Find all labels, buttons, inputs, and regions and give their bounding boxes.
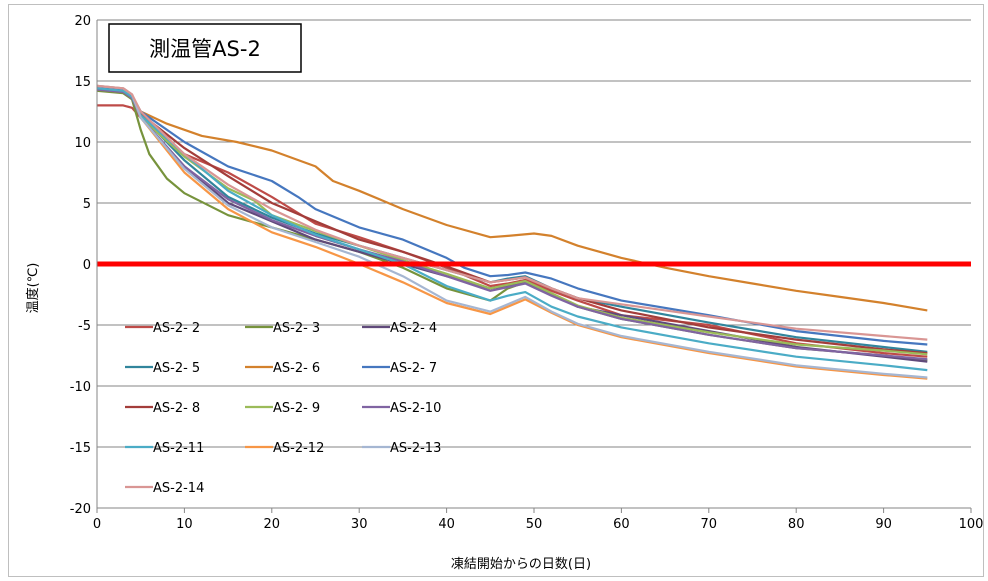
x-tick-label: 100 (959, 517, 984, 532)
series-line-AS-2-6 (96, 86, 928, 312)
x-tick-label: 70 (701, 517, 718, 532)
x-tick-label: 30 (351, 517, 368, 532)
series-line-AS-2-2 (97, 104, 928, 358)
legend-label: AS-2- 6 (273, 361, 320, 376)
y-tick-label: -10 (70, 380, 91, 395)
series-line-AS-2-10 (96, 88, 928, 361)
y-tick-label: -15 (70, 441, 91, 456)
legend-label: AS-2- 8 (153, 401, 200, 416)
series-line-AS-2-7 (96, 86, 928, 346)
series-line-AS-2-5 (96, 87, 928, 353)
y-tick-label: -5 (78, 319, 91, 334)
x-tick-label: 10 (176, 517, 193, 532)
x-tick-label: 60 (613, 517, 630, 532)
legend: AS-2- 2 AS-2- 3 AS-2- 4 AS-2- 5 AS-2- 6 AS-2-… (125, 321, 441, 496)
series-line-AS-2-4 (96, 88, 928, 363)
legend-label: AS-2-10 (390, 401, 441, 416)
series-line-AS-2-8 (96, 88, 928, 355)
legend-label: AS-2- 2 (153, 321, 200, 336)
legend-label: AS-2-11 (153, 441, 204, 456)
legend-label: AS-2- 4 (390, 321, 437, 336)
x-tick-label: 80 (788, 517, 805, 532)
series-line-AS-2-11 (96, 87, 928, 372)
series-lines (96, 84, 928, 380)
chart-title: 測温管AS-2 (149, 37, 261, 61)
y-tick-label: -20 (70, 502, 91, 517)
series-line-AS-2-12 (96, 84, 928, 380)
series-line-AS-2-14 (96, 84, 928, 341)
chart-title-box: 測温管AS-2 (108, 23, 302, 73)
y-tick-label: 5 (83, 197, 91, 212)
y-tick-label: 0 (83, 258, 91, 273)
x-tick-label: 50 (526, 517, 543, 532)
legend-label: AS-2- 5 (153, 361, 200, 376)
y-tick-label: 15 (74, 75, 91, 90)
series-line-AS-2-3 (96, 89, 928, 362)
legend-label: AS-2- 9 (273, 401, 320, 416)
series-line-AS-2-9 (96, 88, 928, 356)
legend-label: AS-2-12 (273, 441, 324, 456)
x-tick-label: 20 (264, 517, 281, 532)
x-axis-title: 凍結開始からの日数(日) (451, 556, 591, 572)
y-tick-label: 20 (74, 14, 91, 29)
y-tick-label: 10 (74, 136, 91, 151)
legend-label: AS-2- 3 (273, 321, 320, 336)
legend-label: AS-2- 7 (390, 361, 437, 376)
series-line-AS-2-13 (96, 84, 928, 379)
chart-frame: 20 15 10 5 0 -5 -10 -15 -20 0 10 20 30 40 50 60 70 80 90 10… (8, 4, 984, 577)
x-tick-label: 40 (438, 517, 455, 532)
legend-label: AS-2-13 (390, 441, 441, 456)
x-tick-label: 0 (93, 517, 101, 532)
x-tick-label: 90 (875, 517, 892, 532)
legend-label: AS-2-14 (153, 481, 204, 496)
y-axis-title: 温度(℃) (25, 263, 41, 314)
